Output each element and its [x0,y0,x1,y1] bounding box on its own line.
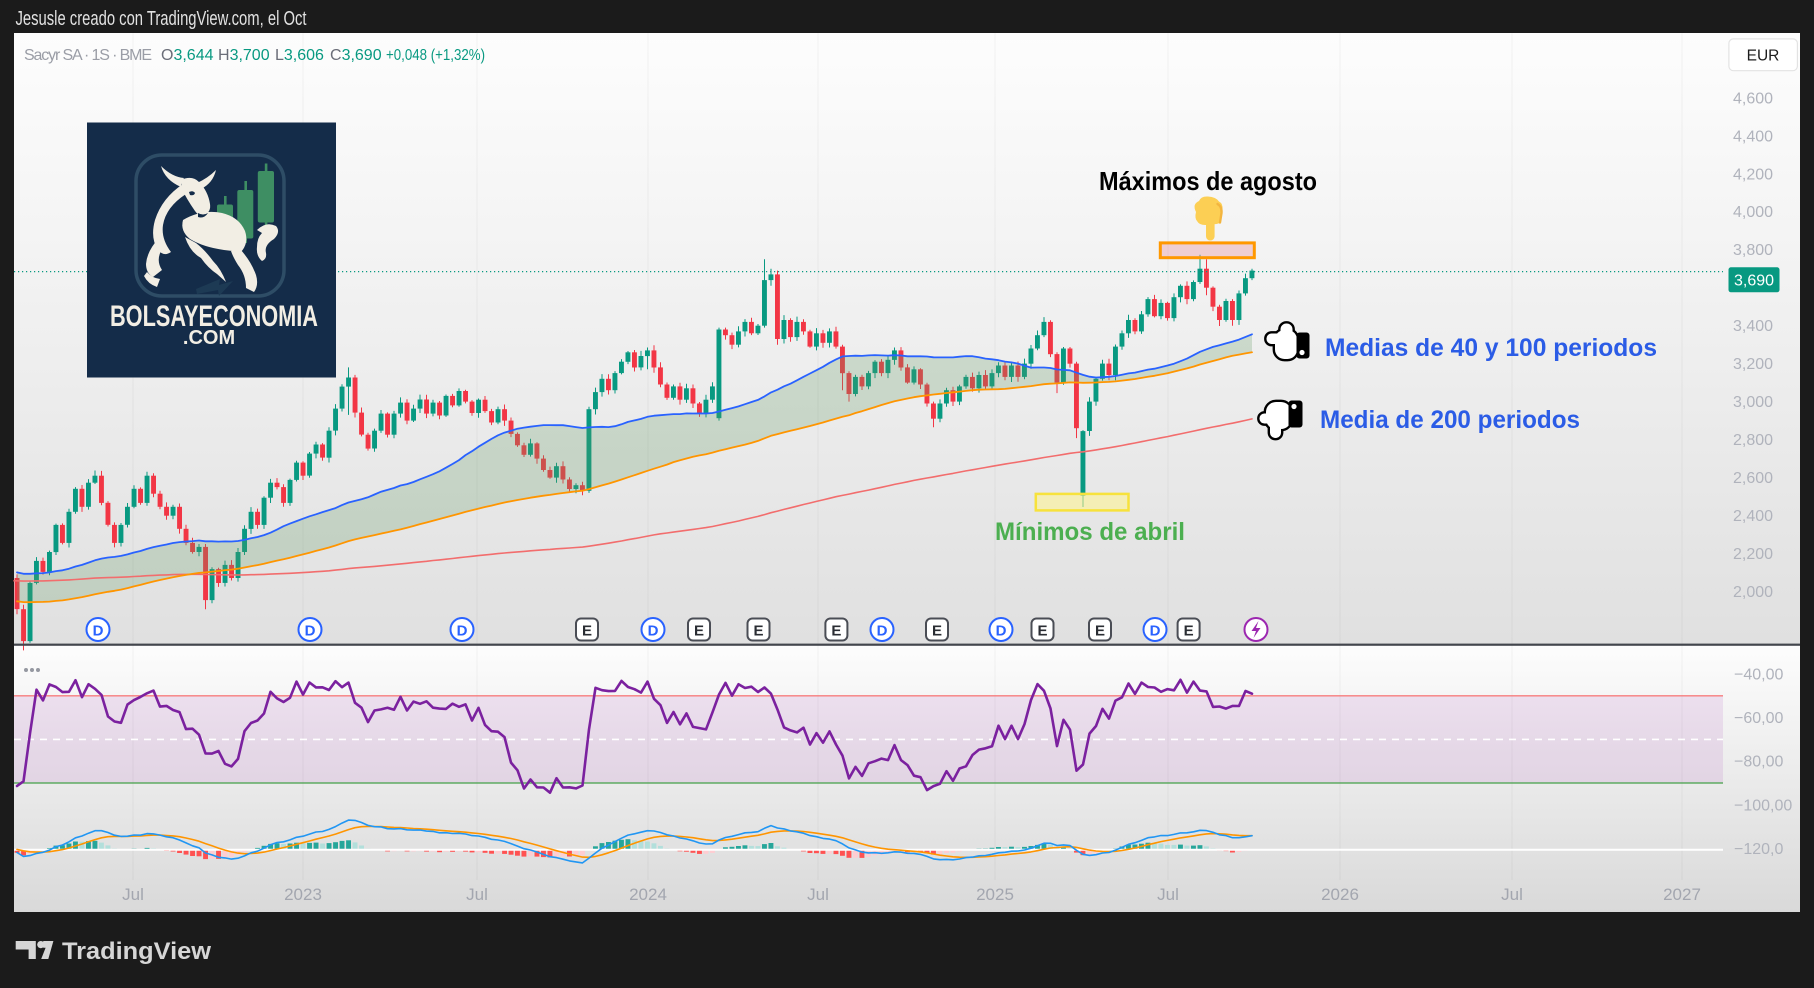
svg-text:E: E [753,623,763,640]
svg-text:E: E [1037,623,1047,640]
svg-text:3,200: 3,200 [1733,356,1773,373]
svg-text:4,400: 4,400 [1733,128,1773,145]
svg-text:4,000: 4,000 [1733,204,1773,221]
svg-text:EUR: EUR [1747,48,1780,65]
svg-text:2025: 2025 [976,885,1014,904]
svg-text:Sacyr SA · 1S · BME: Sacyr SA · 1S · BME [24,47,152,64]
svg-text:2024: 2024 [629,885,667,904]
svg-text:4,600: 4,600 [1733,90,1773,107]
svg-text:Medias de 40 y 100 periodos: Medias de 40 y 100 periodos [1325,334,1657,362]
svg-text:Media de 200 periodos: Media de 200 periodos [1320,406,1580,434]
svg-text:TradingView: TradingView [62,938,211,965]
svg-text:D: D [877,623,888,640]
svg-text:3,800: 3,800 [1733,242,1773,259]
svg-text:3,400: 3,400 [1733,318,1773,335]
svg-text:2,000: 2,000 [1733,584,1773,601]
svg-text:2023: 2023 [284,885,322,904]
svg-text:Jesusle creado con TradingView: Jesusle creado con TradingView.com, el O… [16,8,307,30]
svg-text:2,800: 2,800 [1733,432,1773,449]
svg-text:E: E [932,623,942,640]
svg-text:−60,00: −60,00 [1734,710,1783,727]
svg-text:BOLSAYECONOMIA: BOLSAYECONOMIA [110,300,318,333]
svg-text:Jul: Jul [122,885,144,904]
svg-text:4,200: 4,200 [1733,166,1773,183]
svg-text:D: D [648,623,659,640]
svg-text:D: D [457,623,468,640]
svg-text:−120,0: −120,0 [1734,841,1783,858]
svg-text:D: D [996,623,1007,640]
svg-text:−40,00: −40,00 [1734,667,1783,684]
svg-text:Mínimos de abril: Mínimos de abril [995,518,1185,546]
svg-text:−100,00: −100,00 [1734,797,1792,814]
svg-text:E: E [582,623,592,640]
svg-text:D: D [1150,623,1161,640]
svg-text:Jul: Jul [1157,885,1179,904]
svg-text:−80,00: −80,00 [1734,754,1783,771]
svg-text:2026: 2026 [1321,885,1359,904]
svg-text:E: E [831,623,841,640]
svg-text:.COM: .COM [183,327,235,349]
svg-text:Jul: Jul [807,885,829,904]
svg-text:D: D [305,623,316,640]
svg-text:Jul: Jul [466,885,488,904]
svg-text:E: E [694,623,704,640]
svg-text:2,600: 2,600 [1733,470,1773,487]
svg-text:3,690: 3,690 [1734,272,1774,289]
svg-text:E: E [1095,623,1105,640]
svg-text:E: E [1184,623,1194,640]
svg-text:Máximos de agosto: Máximos de agosto [1099,166,1317,196]
svg-text:Jul: Jul [1501,885,1523,904]
svg-text:2,200: 2,200 [1733,546,1773,563]
svg-text:2,400: 2,400 [1733,508,1773,525]
svg-text:D: D [93,623,104,640]
svg-text:2027: 2027 [1663,885,1701,904]
svg-text:3,000: 3,000 [1733,394,1773,411]
